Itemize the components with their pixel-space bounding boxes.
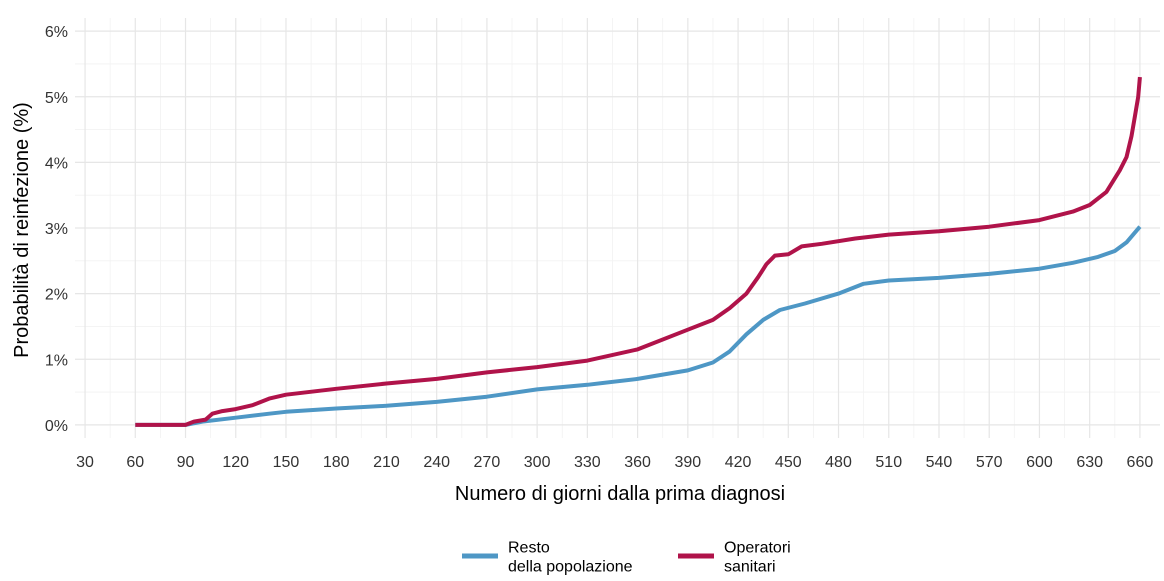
y-tick-label: 0% [45, 418, 68, 435]
x-tick-label: 210 [373, 454, 400, 471]
x-tick-label: 300 [524, 454, 551, 471]
series-layer [135, 76, 1142, 427]
x-tick-label: 600 [1026, 454, 1053, 471]
y-tick-labels: 0% 1% 2% 3% 4% 5% 6% [45, 24, 68, 435]
y-tick-label: 6% [45, 24, 68, 41]
x-tick-label: 480 [825, 454, 852, 471]
series-line-1 [135, 225, 1142, 427]
legend: Resto della popolazione Operatori sanitari [462, 540, 791, 576]
x-tick-label: 540 [926, 454, 953, 471]
y-axis-title: Probabilità di reinfezione (%) [11, 102, 33, 358]
legend-label-2: Operatori sanitari [724, 540, 791, 576]
x-tick-label: 390 [674, 454, 701, 471]
x-tick-label: 660 [1127, 454, 1154, 471]
legend-label-line: Operatori [724, 540, 791, 557]
x-tick-label: 180 [323, 454, 350, 471]
y-tick-label: 4% [45, 155, 68, 172]
x-tick-label: 510 [875, 454, 902, 471]
x-tick-label: 150 [273, 454, 300, 471]
x-tick-label: 90 [177, 454, 195, 471]
grid [75, 18, 1160, 438]
x-tick-label: 270 [474, 454, 501, 471]
y-tick-label: 1% [45, 352, 68, 369]
x-tick-label: 30 [76, 454, 94, 471]
legend-label-1: Resto della popolazione [508, 540, 633, 576]
legend-label-line: sanitari [724, 559, 776, 576]
y-tick-label: 2% [45, 287, 68, 304]
series-line-2 [135, 76, 1142, 427]
x-tick-labels: 30 60 90 120 150 180 210 240 270 300 330 360 390 420 4… [76, 454, 1153, 471]
x-tick-label: 330 [574, 454, 601, 471]
x-tick-label: 450 [775, 454, 802, 471]
x-tick-label: 420 [725, 454, 752, 471]
x-tick-label: 360 [624, 454, 651, 471]
legend-label-line: Resto [508, 540, 550, 557]
legend-label-line: della popolazione [508, 559, 633, 576]
x-tick-label: 570 [976, 454, 1003, 471]
y-tick-label: 3% [45, 221, 68, 238]
x-tick-label: 240 [423, 454, 450, 471]
x-tick-label: 120 [222, 454, 249, 471]
y-tick-label: 5% [45, 90, 68, 107]
x-axis-title: Numero di giorni dalla prima diagnosi [455, 483, 785, 505]
x-tick-label: 60 [126, 454, 144, 471]
x-tick-label: 630 [1076, 454, 1103, 471]
